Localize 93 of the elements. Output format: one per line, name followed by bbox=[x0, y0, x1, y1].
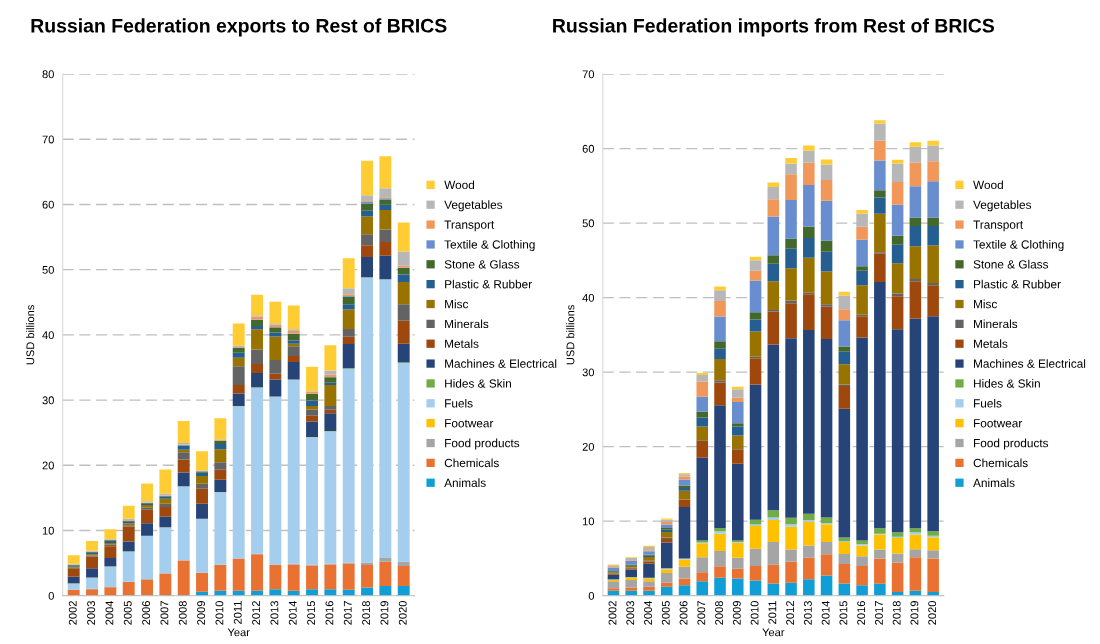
legend-label: Wood bbox=[973, 180, 1003, 190]
x-tick-label: 2018 bbox=[362, 601, 371, 625]
legend-label: Fuels bbox=[974, 398, 1002, 408]
x-tick-label: 2013 bbox=[270, 601, 279, 625]
x-tick-label: 2011 bbox=[233, 601, 242, 624]
x-tick-label: 2017 bbox=[874, 601, 883, 625]
legend-label: Food products bbox=[974, 438, 1049, 450]
x-tick-label: 2005 bbox=[123, 601, 132, 625]
x-tick-label: 2014 bbox=[821, 600, 830, 625]
y-tick-label: 70 bbox=[582, 70, 595, 79]
y-tick-label: 50 bbox=[582, 219, 595, 228]
legend-label: Hides & Skin bbox=[445, 379, 511, 388]
legend-label: Animals bbox=[973, 478, 1015, 487]
x-tick-label: 2009 bbox=[732, 601, 741, 625]
x-tick-label: 2019 bbox=[380, 601, 389, 625]
legend-label: Chemicals bbox=[973, 458, 1028, 468]
legend-label: Stone & Glass bbox=[973, 259, 1049, 269]
legend-label: Fuels bbox=[445, 398, 473, 408]
x-tick-label: 2012 bbox=[252, 601, 261, 625]
legend-label: Textile & Clothing bbox=[973, 240, 1064, 252]
x-tick-label: 2010 bbox=[750, 600, 759, 625]
y-tick-label: 10 bbox=[42, 526, 54, 535]
x-tick-label: 2010 bbox=[215, 600, 224, 625]
x-axis-title: Year bbox=[762, 628, 785, 637]
legend-label: Misc bbox=[445, 299, 469, 309]
x-tick-label: 2012 bbox=[786, 601, 795, 625]
y-tick-label: 20 bbox=[582, 442, 595, 451]
x-tick-label: 2006 bbox=[679, 601, 688, 625]
legend-label: Machines & Electrical bbox=[974, 359, 1086, 368]
x-tick-label: 2006 bbox=[142, 601, 151, 625]
legend-label: Plastic & Rubber bbox=[445, 279, 532, 289]
chart-title: Russian Federation imports from Rest of BRICS bbox=[553, 18, 995, 37]
y-tick-label: 70 bbox=[42, 135, 54, 144]
y-axis-title: USD billions bbox=[26, 305, 35, 365]
legend-label: Vegetables bbox=[973, 200, 1032, 212]
y-tick-label: 30 bbox=[582, 368, 595, 377]
y-axis-title: USD billions bbox=[566, 305, 575, 365]
legend-label: Hides & Skin bbox=[974, 379, 1040, 388]
y-tick-label: 0 bbox=[588, 591, 595, 600]
x-tick-label: 2020 bbox=[928, 600, 937, 625]
legend-label: Animals bbox=[444, 478, 486, 487]
x-tick-label: 2015 bbox=[307, 601, 316, 625]
legend-label: Food products bbox=[445, 438, 520, 450]
x-tick-label: 2013 bbox=[803, 601, 812, 625]
y-tick-label: 80 bbox=[42, 70, 54, 79]
legend-label: Chemicals bbox=[444, 458, 499, 468]
x-tick-label: 2003 bbox=[87, 601, 96, 625]
x-tick-label: 2009 bbox=[197, 601, 206, 625]
x-tick-label: 2003 bbox=[626, 601, 635, 625]
legend-label: Minerals bbox=[445, 319, 489, 329]
legend-label: Footwear bbox=[445, 419, 494, 428]
x-axis-title: Year bbox=[227, 628, 250, 637]
x-tick-label: 2002 bbox=[608, 601, 617, 625]
y-tick-label: 40 bbox=[42, 331, 54, 340]
y-tick-label: 10 bbox=[582, 517, 595, 526]
y-tick-label: 40 bbox=[582, 293, 595, 302]
legend-label: Transport bbox=[973, 220, 1024, 232]
x-tick-label: 2008 bbox=[715, 601, 723, 625]
x-tick-label: 2007 bbox=[160, 601, 169, 625]
x-tick-label: 2011 bbox=[768, 601, 777, 624]
x-tick-label: 2008 bbox=[178, 601, 187, 625]
legend-label: Footwear bbox=[974, 419, 1023, 428]
x-tick-label: 2004 bbox=[105, 600, 114, 625]
x-tick-label: 2004 bbox=[644, 600, 652, 625]
x-tick-label: 2016 bbox=[325, 601, 334, 625]
legend-label: Misc bbox=[974, 299, 997, 309]
legend-label: Machines & Electrical bbox=[445, 359, 557, 368]
x-tick-label: 2019 bbox=[910, 601, 919, 625]
x-tick-label: 2014 bbox=[288, 600, 297, 625]
x-tick-label: 2015 bbox=[839, 601, 848, 625]
legend-label: Vegetables bbox=[444, 200, 503, 212]
y-tick-label: 20 bbox=[42, 461, 54, 470]
x-tick-label: 2007 bbox=[697, 601, 706, 625]
legend-label: Metals bbox=[974, 339, 1008, 348]
y-tick-label: 30 bbox=[42, 396, 54, 405]
x-tick-label: 2020 bbox=[398, 600, 407, 625]
chart-title: Russian Federation exports to Rest of BRICS bbox=[31, 18, 447, 37]
x-tick-label: 2016 bbox=[857, 601, 866, 625]
x-tick-label: 2005 bbox=[661, 601, 670, 625]
y-tick-label: 60 bbox=[582, 144, 595, 153]
x-tick-label: 2017 bbox=[343, 601, 352, 625]
legend-label: Metals bbox=[445, 339, 479, 348]
legend-label: Textile & Clothing bbox=[444, 240, 535, 252]
y-tick-label: 60 bbox=[42, 200, 54, 209]
y-tick-label: 0 bbox=[48, 591, 54, 600]
legend-label: Stone & Glass bbox=[444, 259, 520, 269]
legend-label: Plastic & Rubber bbox=[974, 279, 1061, 289]
x-tick-label: 2002 bbox=[68, 601, 77, 625]
legend-label: Minerals bbox=[974, 319, 1018, 329]
legend-label: Wood bbox=[444, 180, 475, 190]
y-tick-label: 50 bbox=[42, 265, 54, 274]
x-tick-label: 2018 bbox=[892, 601, 901, 625]
legend-label: Transport bbox=[444, 220, 495, 232]
